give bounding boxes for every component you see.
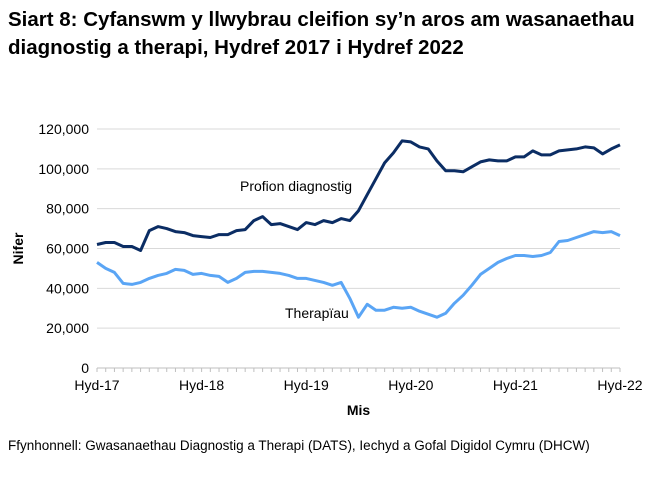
y-tick-label: 0 [81,360,89,376]
y-axis-title: Nifer [10,232,26,264]
y-tick-label: 60,000 [46,241,89,257]
series-line-therapies [96,230,621,319]
source-note: Ffynhonnell: Gwasanaethau Diagnostig a T… [8,438,590,453]
x-tick-label: Hyd-19 [284,377,329,393]
x-axis-title: Mis [347,402,371,418]
y-tick-label: 20,000 [46,320,89,336]
chart-title: Siart 8: Cyfanswm y llwybrau cleifion sy… [8,8,635,59]
series-line-diagnostic [96,139,621,252]
x-tick-label: Hyd-17 [74,377,119,393]
x-tick-label: Hyd-21 [493,377,538,393]
y-tick-label: 40,000 [46,280,89,296]
series-label-therapies: Therapïau [285,305,349,321]
x-tick-label: Hyd-22 [597,377,642,393]
y-tick-label: 80,000 [46,201,89,217]
y-tick-label: 120,000 [38,121,89,137]
x-tick-label: Hyd-20 [388,377,433,393]
y-tick-label: 100,000 [38,161,89,177]
x-tick-label: Hyd-18 [179,377,224,393]
series-label-diagnostic: Profion diagnostig [240,178,352,194]
